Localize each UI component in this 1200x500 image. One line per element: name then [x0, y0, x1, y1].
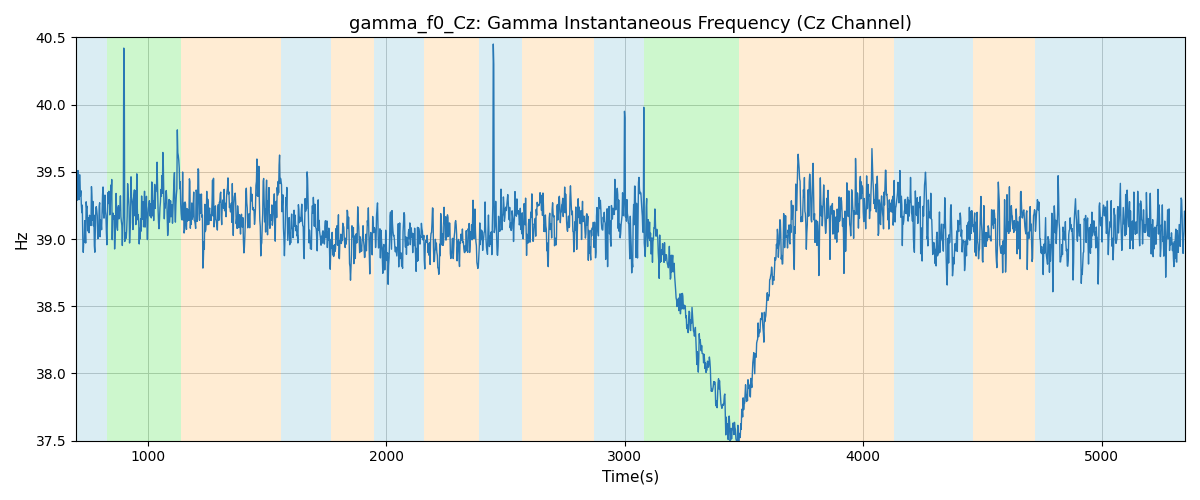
Bar [522, 38, 594, 440]
Bar [594, 38, 643, 440]
Bar [374, 38, 425, 440]
Bar [739, 38, 792, 440]
Title: gamma_f0_Cz: Gamma Instantaneous Frequency (Cz Channel): gamma_f0_Cz: Gamma Instantaneous Frequen… [349, 15, 912, 34]
Bar [281, 38, 331, 440]
Bar [425, 38, 479, 440]
Bar [1034, 38, 1184, 440]
Y-axis label: Hz: Hz [14, 230, 30, 249]
Bar [76, 38, 107, 440]
Bar [107, 38, 181, 440]
Bar [643, 38, 739, 440]
Bar [973, 38, 1034, 440]
Bar [331, 38, 374, 440]
Bar [792, 38, 894, 440]
Bar [479, 38, 522, 440]
Bar [181, 38, 281, 440]
X-axis label: Time(s): Time(s) [602, 470, 659, 485]
Bar [894, 38, 973, 440]
